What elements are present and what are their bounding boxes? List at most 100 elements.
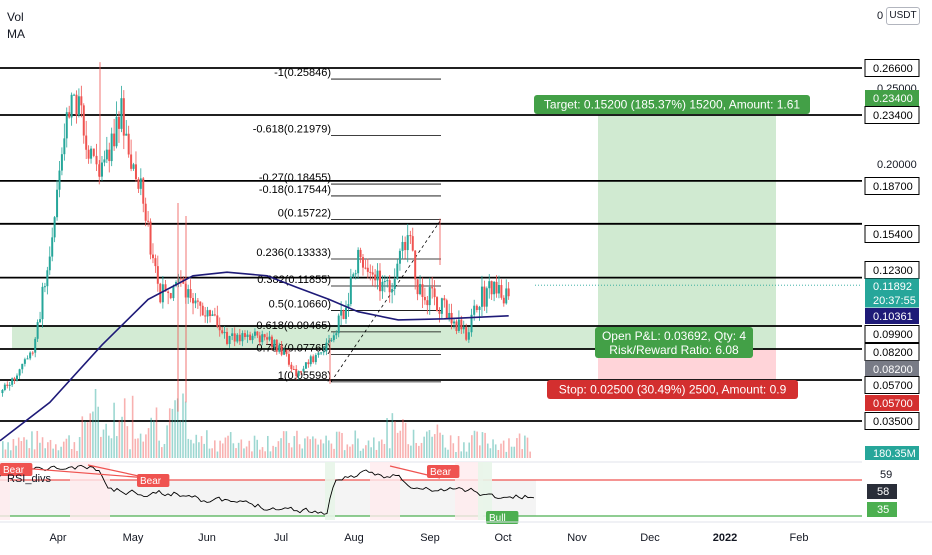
volume-bar xyxy=(426,431,428,458)
axis-tag-bg xyxy=(865,90,919,106)
candle-body xyxy=(238,334,241,342)
rsi-tag-bg xyxy=(867,484,897,499)
currency-button[interactable]: USDT xyxy=(886,7,920,25)
legend-ma: MA xyxy=(7,27,25,41)
candle-body xyxy=(41,286,44,320)
candle-body xyxy=(386,280,389,282)
candle-body xyxy=(249,334,252,341)
candle-body xyxy=(325,342,328,352)
volume-bar xyxy=(468,442,470,458)
volume-bar xyxy=(479,445,481,458)
volume-bar xyxy=(73,442,76,458)
volume-bar xyxy=(320,439,322,458)
volume-bar xyxy=(224,437,227,458)
axis-tag-bg xyxy=(865,278,919,294)
candle-body xyxy=(18,369,21,376)
candle-body xyxy=(206,310,209,317)
candle-body xyxy=(53,217,56,238)
fib-label: -0.18(0.17544) xyxy=(259,184,331,196)
candle-body xyxy=(115,116,118,147)
candle-body xyxy=(36,322,39,339)
volume-bar xyxy=(41,437,44,458)
candle-body xyxy=(290,364,293,369)
candle-body xyxy=(470,314,473,333)
candle-body xyxy=(361,257,364,268)
rsi-bear-label: Bear xyxy=(3,465,25,476)
volume-bar xyxy=(447,449,449,458)
candle-body xyxy=(192,298,195,304)
volume-bar xyxy=(436,424,439,458)
rsi-bull-label: Bull xyxy=(489,513,506,524)
axis-tag-label: 0.10361 xyxy=(873,311,913,323)
rsi-bear-shade xyxy=(370,462,400,520)
candle-body xyxy=(374,274,377,281)
candle-body xyxy=(82,105,85,136)
volume-bar xyxy=(68,435,70,458)
candle-body xyxy=(473,305,476,315)
candle-body xyxy=(211,314,214,317)
candle-body xyxy=(100,162,103,177)
volume-bar xyxy=(182,393,184,458)
volume-bar xyxy=(192,443,195,458)
volume-bar xyxy=(259,449,261,458)
rsi-line xyxy=(0,464,535,515)
rsi-tag-bg xyxy=(867,502,897,517)
candle-body xyxy=(108,149,111,162)
candle-body xyxy=(428,287,431,306)
volume-bar xyxy=(500,443,502,458)
candle-body xyxy=(51,237,54,257)
candle-body xyxy=(92,148,95,156)
fib-label: 0.236(0.13333) xyxy=(256,247,331,259)
candle-body xyxy=(3,384,6,390)
candle-body xyxy=(46,270,49,287)
rsi-bear-shade xyxy=(0,462,10,520)
volume-bar xyxy=(365,445,367,458)
candle-body xyxy=(440,298,443,314)
volume-bar xyxy=(404,422,407,458)
volume-bar xyxy=(145,434,147,458)
volume-bar xyxy=(399,430,402,458)
volume-bar xyxy=(476,431,478,458)
candle-body xyxy=(335,333,338,336)
candle-body xyxy=(337,315,340,334)
volume-bar xyxy=(349,446,351,458)
target-label-bg xyxy=(534,95,810,114)
volume-bar xyxy=(314,438,317,458)
volume-bar xyxy=(7,442,9,458)
volume-bar xyxy=(492,439,494,458)
candle-body xyxy=(216,315,219,327)
volume-bar xyxy=(423,436,425,458)
candle-body xyxy=(438,311,441,314)
volume-bar xyxy=(370,447,372,458)
x-tick-label: Apr xyxy=(49,532,66,544)
candle-body xyxy=(344,307,347,319)
axis-tag-label: 0.08200 xyxy=(873,347,913,359)
volume-bar xyxy=(70,449,73,458)
x-tick-label: May xyxy=(123,532,144,544)
candle-body xyxy=(213,314,216,316)
x-tick-label: Nov xyxy=(567,532,587,544)
rsi-bear-shade xyxy=(70,462,110,520)
volume-bar xyxy=(60,446,62,458)
volume-bar xyxy=(359,450,362,458)
rsi-tick: 59 xyxy=(880,469,892,481)
candle-body xyxy=(381,281,384,292)
candle-body xyxy=(309,356,312,365)
x-tick-label: 2022 xyxy=(713,532,737,544)
volume-bar xyxy=(4,449,7,458)
volume-bar xyxy=(373,437,375,458)
candle-body xyxy=(113,133,116,147)
candle-body xyxy=(85,135,88,150)
candle-body xyxy=(223,331,226,334)
candle-body xyxy=(21,363,24,370)
candle-body xyxy=(352,274,355,277)
candle-body xyxy=(172,285,175,299)
axis-tag-bg xyxy=(864,177,920,195)
candle-body xyxy=(500,285,503,298)
volume-bar xyxy=(39,442,41,458)
candle-body xyxy=(268,336,271,340)
candle-body xyxy=(502,297,505,304)
volume-bar xyxy=(428,430,431,458)
